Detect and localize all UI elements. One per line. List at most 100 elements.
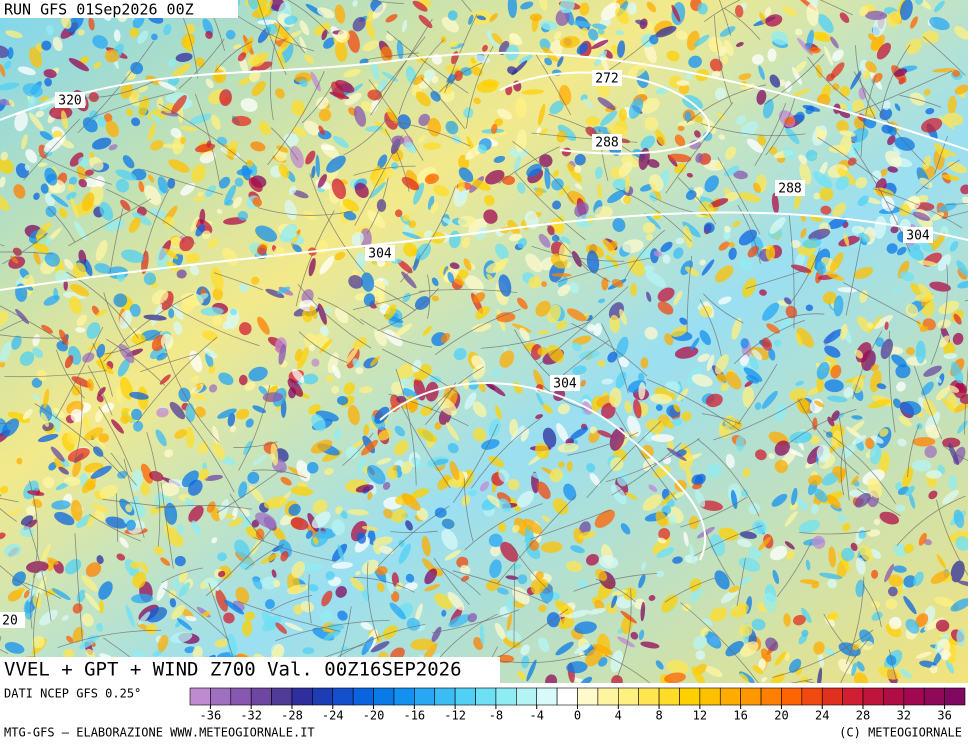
streamline bbox=[390, 530, 438, 533]
vvel-blob bbox=[646, 1, 657, 13]
vvel-blob bbox=[95, 240, 108, 261]
vvel-blob bbox=[255, 225, 278, 242]
colorbar-swatch bbox=[556, 687, 578, 706]
vvel-blob bbox=[374, 406, 390, 424]
vvel-blob bbox=[250, 61, 273, 73]
vvel-blob bbox=[800, 228, 807, 239]
credit-right: (C) METEOGIORNALE bbox=[839, 726, 962, 740]
vvel-blob bbox=[739, 641, 759, 657]
vvel-blob bbox=[637, 372, 645, 382]
vvel-blob bbox=[334, 251, 346, 261]
vvel-blob bbox=[709, 607, 728, 622]
vvel-blob bbox=[734, 5, 744, 18]
vvel-blob bbox=[827, 416, 835, 427]
vvel-blob bbox=[405, 520, 413, 531]
header-box bbox=[0, 0, 238, 18]
vvel-blob bbox=[300, 601, 314, 613]
colorbar-tick-label: 36 bbox=[937, 709, 951, 723]
vvel-blob bbox=[263, 496, 287, 509]
vvel-blob bbox=[258, 386, 268, 396]
vvel-blob bbox=[216, 209, 223, 214]
colorbar-tick-label: -8 bbox=[489, 709, 503, 723]
vvel-blob bbox=[573, 165, 582, 173]
vvel-blob bbox=[762, 302, 780, 321]
vvel-blob bbox=[140, 561, 149, 574]
vvel-blob bbox=[184, 646, 196, 654]
vvel-blob bbox=[84, 592, 101, 611]
vvel-blob bbox=[227, 412, 236, 427]
vvel-blob bbox=[813, 171, 833, 189]
vvel-blob bbox=[495, 243, 509, 260]
vvel-blob bbox=[859, 545, 874, 562]
vvel-blob bbox=[278, 344, 287, 365]
vvel-blob bbox=[743, 367, 763, 382]
vvel-blob bbox=[171, 95, 187, 114]
vvel-blob bbox=[212, 425, 220, 445]
streamline bbox=[158, 103, 248, 165]
vvel-blob bbox=[196, 384, 202, 391]
vvel-blob bbox=[526, 659, 537, 682]
vvel-blob bbox=[630, 631, 639, 640]
vvel-blob bbox=[434, 422, 442, 430]
vvel-blob bbox=[765, 14, 783, 27]
vvel-blob bbox=[784, 541, 795, 550]
vvel-blob bbox=[160, 333, 174, 350]
vvel-blob bbox=[497, 522, 507, 533]
vvel-blob bbox=[827, 217, 847, 230]
vvel-blob bbox=[552, 200, 562, 210]
vvel-blob bbox=[169, 250, 193, 256]
colorbar-tick-label: -36 bbox=[200, 709, 222, 723]
vvel-blob bbox=[644, 116, 659, 131]
vvel-blob bbox=[773, 339, 782, 347]
vvel-blob bbox=[147, 122, 156, 142]
vvel-blob bbox=[212, 442, 226, 461]
vvel-blob bbox=[665, 381, 681, 393]
vvel-blob bbox=[89, 152, 95, 159]
streamline bbox=[0, 318, 26, 332]
vvel-blob bbox=[170, 127, 182, 138]
vvel-blob bbox=[725, 146, 737, 160]
vvel-blob bbox=[962, 196, 968, 205]
streamline bbox=[664, 577, 716, 603]
vvel-blob bbox=[292, 368, 305, 383]
vvel-blob bbox=[755, 449, 767, 461]
vvel-blob bbox=[899, 203, 911, 217]
colorbar-swatch bbox=[638, 687, 660, 706]
vvel-blob bbox=[289, 146, 304, 169]
vvel-blob bbox=[494, 622, 506, 640]
vvel-blob bbox=[488, 418, 501, 438]
streamline bbox=[418, 289, 518, 293]
vvel-blob bbox=[644, 265, 655, 273]
vvel-blob bbox=[441, 609, 447, 617]
vvel-blob bbox=[589, 473, 601, 486]
vvel-blob bbox=[437, 477, 451, 491]
vvel-blob bbox=[240, 557, 254, 571]
vvel-blob bbox=[404, 582, 418, 591]
vvel-blob bbox=[892, 146, 901, 155]
vvel-blob bbox=[352, 358, 361, 369]
vvel-blob bbox=[644, 43, 657, 64]
vvel-blob bbox=[427, 117, 442, 137]
vvel-blob bbox=[164, 497, 172, 504]
vvel-blob bbox=[122, 155, 135, 169]
vvel-blob bbox=[644, 326, 658, 340]
colorbar-swatch bbox=[883, 687, 905, 706]
vvel-blob bbox=[723, 39, 734, 57]
vvel-blob bbox=[86, 322, 101, 340]
vvel-blob bbox=[572, 20, 592, 28]
vvel-blob bbox=[839, 86, 851, 97]
vvel-blob bbox=[912, 211, 931, 221]
vvel-blob bbox=[366, 11, 375, 23]
vvel-blob bbox=[814, 400, 825, 408]
vvel-blob bbox=[905, 485, 915, 497]
vvel-blob bbox=[249, 485, 265, 504]
vvel-blob bbox=[647, 159, 660, 168]
vvel-blob bbox=[392, 464, 398, 471]
vvel-blob bbox=[246, 159, 254, 167]
vvel-blob bbox=[429, 375, 442, 383]
vvel-blob bbox=[947, 95, 957, 114]
vvel-blob bbox=[802, 105, 821, 112]
vvel-blob bbox=[903, 575, 917, 588]
vvel-blob bbox=[214, 638, 229, 648]
vvel-blob bbox=[333, 428, 342, 440]
